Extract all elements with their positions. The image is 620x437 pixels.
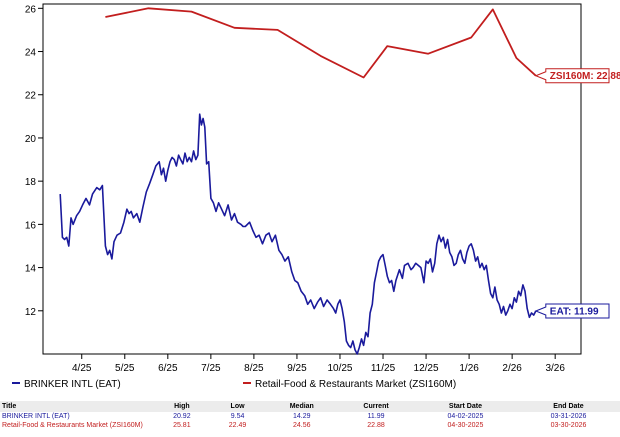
y-tick-label: 26 [25, 4, 37, 15]
stats-table: Title High Low Median Current Start Date… [0, 401, 620, 430]
stats-header-title: Title [0, 401, 154, 412]
stats-row-zsi160m: Retail-Food & Restaurants Market (ZSI160… [0, 421, 620, 430]
stats-header-start-date: Start Date [413, 401, 517, 412]
value-callout [534, 68, 610, 84]
y-tick-label: 20 [25, 134, 37, 145]
legend-label: Retail-Food & Restaurants Market (ZSI160… [255, 379, 456, 390]
stats-cell-end-date: 03-30-2026 [550, 422, 587, 429]
y-tick-label: 18 [25, 177, 37, 188]
y-tick-label: 16 [25, 220, 37, 231]
x-tick-label: 4/25 [72, 363, 92, 374]
line-chart: 12 14 16 18 20 22 24 26 4/25 5/25 6/25 7/25 8/25 9/2… [12, 3, 620, 390]
x-tick-label: 5/25 [115, 363, 135, 374]
y-tick-label: 22 [25, 91, 37, 102]
legend: BRINKER INTL (EAT) Retail-Food & Restaura… [12, 379, 456, 390]
callout-layer: EAT: 11.99 ZSI160M: 22.88 [534, 68, 620, 319]
stats-cell-low: 9.54 [230, 413, 245, 420]
plot-border [42, 3, 582, 355]
stats-cell-end-date: 03-31-2026 [550, 413, 587, 420]
stats-cell-title: Retail-Food & Restaurants Market (ZSI160… [2, 422, 143, 429]
value-callout-label: EAT: 11.99 [550, 307, 599, 318]
x-tick-label: 10/25 [327, 363, 352, 374]
x-tick-label: 1/26 [459, 363, 479, 374]
legend-label: BRINKER INTL (EAT) [24, 379, 121, 390]
x-tick-label: 6/25 [158, 363, 178, 374]
x-tick-label: 3/26 [545, 363, 565, 374]
y-tick-label: 24 [25, 48, 37, 59]
x-tick-label: 9/25 [287, 363, 307, 374]
x-tick-label: 7/25 [201, 363, 221, 374]
stats-cell-start-date: 04-02-2025 [447, 413, 484, 420]
stats-cell-high: 20.92 [173, 413, 191, 420]
stats-cell-title: BRINKER INTL (EAT) [2, 413, 70, 420]
y-tick-label: 14 [25, 264, 37, 275]
x-axis: 4/25 5/25 6/25 7/25 8/25 9/25 10/25 11/25 12/25 1… [72, 354, 565, 374]
y-tick-label: 12 [25, 307, 37, 318]
stats-cell-current: 11.99 [367, 413, 385, 420]
stats-header-low: Low [209, 401, 266, 412]
stats-cell-start-date: 04-30-2025 [447, 422, 484, 429]
stats-cell-median: 14.29 [293, 413, 311, 420]
stats-row-eat: BRINKER INTL (EAT) 20.92 9.54 14.29 11.9… [0, 412, 620, 421]
value-callout-label: ZSI160M: 22.88 [550, 71, 620, 82]
value-callout [534, 303, 610, 319]
x-tick-label: 8/25 [244, 363, 264, 374]
stats-cell-median: 24.56 [293, 422, 311, 429]
stats-cell-high: 25.81 [173, 422, 191, 429]
y-axis: 12 14 16 18 20 22 24 26 [25, 4, 43, 318]
stats-cell-low: 22.49 [228, 422, 247, 429]
stats-header-current: Current [338, 401, 414, 412]
series-line [59, 113, 537, 355]
x-tick-label: 11/25 [371, 363, 396, 374]
series-layer [59, 7, 537, 355]
stats-header-high: High [154, 401, 210, 412]
stats-header-row: Title High Low Median Current Start Date… [0, 401, 620, 412]
stats-header-median: Median [265, 401, 339, 412]
x-tick-label: 2/26 [502, 363, 522, 374]
stats-header-end-date: End Date [516, 401, 620, 412]
stats-cell-current: 22.88 [367, 422, 385, 429]
series-line [105, 7, 537, 79]
x-tick-label: 12/25 [414, 363, 439, 374]
plot-frame [42, 3, 582, 355]
